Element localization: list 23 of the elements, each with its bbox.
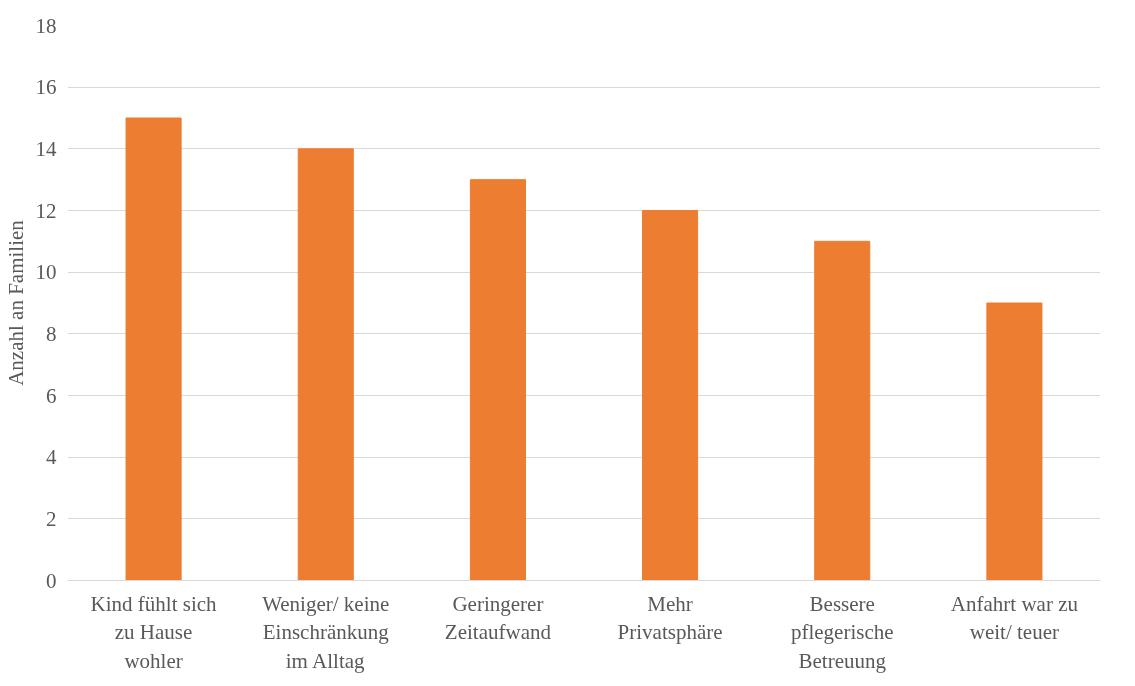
y-tick-label: 12 xyxy=(35,198,57,223)
y-axis-title: Anzahl an Familien xyxy=(3,219,28,386)
bar xyxy=(642,210,699,581)
y-tick-label: 0 xyxy=(46,568,57,593)
x-tick-label: Mehr Privatsphäre xyxy=(617,591,723,645)
x-tick-label: Anfahrt war zu weit/ teuer xyxy=(950,591,1079,645)
y-tick-label: 14 xyxy=(35,136,57,161)
x-tick-label: Bessere pflegerische Betreuung xyxy=(790,591,894,674)
y-tick-label: 18 xyxy=(35,13,57,38)
y-tick-label: 2 xyxy=(46,506,57,531)
y-tick-label: 16 xyxy=(35,75,57,100)
bar xyxy=(986,302,1043,581)
y-tick-label: 4 xyxy=(46,445,57,470)
y-tick-label: 8 xyxy=(46,321,57,346)
y-tick-label: 10 xyxy=(35,260,57,285)
bar xyxy=(125,117,182,581)
y-tick-label: 6 xyxy=(46,383,57,408)
x-tick-label: Weniger/ keine Einschränkung im Alltag xyxy=(262,591,390,674)
bar xyxy=(297,148,354,581)
bar xyxy=(469,179,526,581)
bar xyxy=(814,240,871,581)
x-tick-label: Geringerer Zeitaufwand xyxy=(444,591,552,645)
x-tick-label: Kind fühlt sich zu Hause wohler xyxy=(90,591,218,674)
